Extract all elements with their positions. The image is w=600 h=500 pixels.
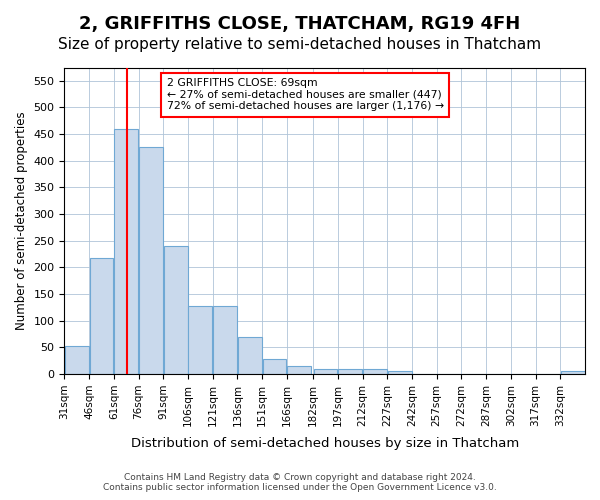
Bar (89, 258, 113, 374)
Bar (338, 368, 362, 374)
Bar (287, 366, 311, 374)
Bar (188, 306, 212, 374)
Bar (263, 359, 286, 374)
Bar (65, 346, 89, 374)
Bar (139, 148, 163, 374)
Bar (164, 246, 188, 374)
Bar (560, 372, 584, 374)
Text: Contains HM Land Registry data © Crown copyright and database right 2024.
Contai: Contains HM Land Registry data © Crown c… (103, 473, 497, 492)
Bar (238, 336, 262, 374)
Text: 2, GRIFFITHS CLOSE, THATCHAM, RG19 4FH: 2, GRIFFITHS CLOSE, THATCHAM, RG19 4FH (79, 15, 521, 33)
Bar (114, 129, 138, 374)
Text: Size of property relative to semi-detached houses in Thatcham: Size of property relative to semi-detach… (58, 38, 542, 52)
Bar (314, 368, 337, 374)
Bar (388, 372, 412, 374)
Bar (363, 368, 387, 374)
X-axis label: Distribution of semi-detached houses by size in Thatcham: Distribution of semi-detached houses by … (131, 437, 519, 450)
Bar (213, 306, 237, 374)
Text: 2 GRIFFITHS CLOSE: 69sqm
← 27% of semi-detached houses are smaller (447)
72% of : 2 GRIFFITHS CLOSE: 69sqm ← 27% of semi-d… (167, 78, 443, 112)
Y-axis label: Number of semi-detached properties: Number of semi-detached properties (15, 112, 28, 330)
